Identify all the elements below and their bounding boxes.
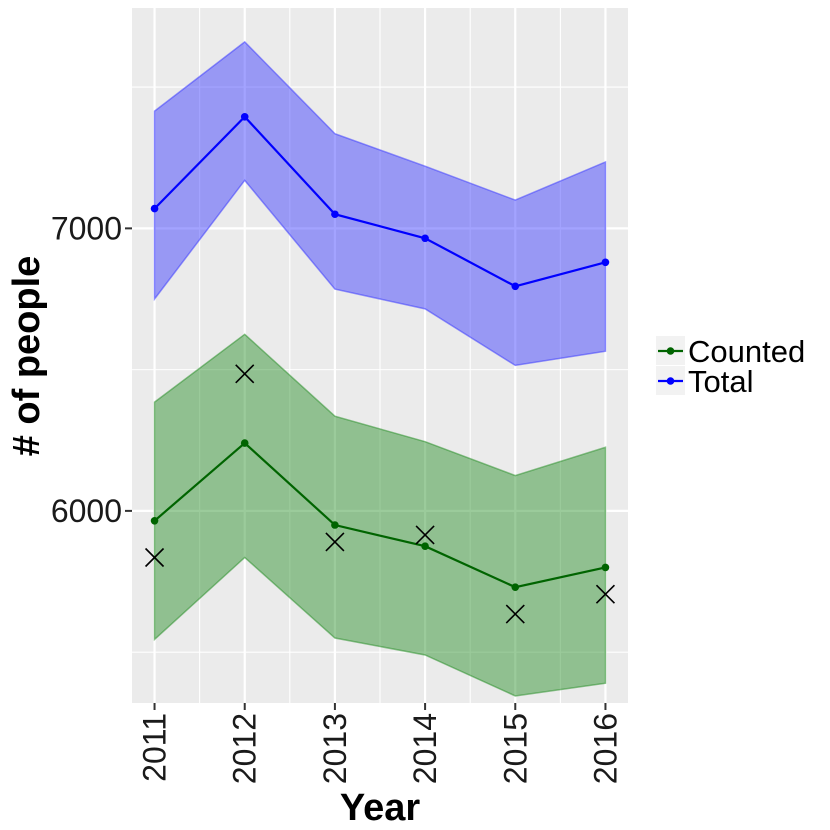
point-total xyxy=(331,210,339,219)
ribbon-counted xyxy=(153,333,607,697)
observed-marker-stroke xyxy=(505,604,525,624)
x-tick-label: 2016 xyxy=(587,713,623,784)
point-counted xyxy=(240,439,249,447)
observed-marker-stroke xyxy=(235,364,255,384)
observed-marker xyxy=(595,584,616,604)
observed-marker-stroke xyxy=(144,547,165,568)
x-axis-title: Year xyxy=(340,787,421,829)
x-tick-label: 2014 xyxy=(407,713,443,784)
observed-marker xyxy=(505,604,525,624)
series-points xyxy=(150,112,610,591)
observed-marker xyxy=(235,364,255,384)
y-axis: 6000 7000 xyxy=(51,210,132,529)
line-total xyxy=(153,115,606,288)
observed-markers xyxy=(144,364,616,624)
x-tick-label: 2013 xyxy=(317,713,353,784)
grid-minor xyxy=(132,8,628,703)
point-counted xyxy=(150,516,159,525)
observed-marker-stroke xyxy=(325,532,345,552)
legend-label: Total xyxy=(688,364,753,399)
point-total xyxy=(240,112,249,121)
point-counted xyxy=(331,521,339,529)
point-total xyxy=(511,282,520,291)
observed-marker xyxy=(144,547,165,568)
point-counted xyxy=(511,583,520,591)
observed-marker-stroke xyxy=(415,525,435,545)
series-lines xyxy=(153,115,606,589)
observed-marker xyxy=(325,532,345,552)
line-counted xyxy=(153,441,606,589)
x-tick-label: 2011 xyxy=(137,713,173,782)
point-total xyxy=(150,204,159,213)
ribbon-total xyxy=(153,40,607,367)
y-axis-title: # of people xyxy=(6,256,48,457)
legend-label: Counted xyxy=(688,334,805,369)
observed-marker xyxy=(415,525,435,545)
point-total xyxy=(601,258,610,267)
legend-item-total: Total xyxy=(656,364,753,399)
confidence-ribbons xyxy=(153,40,607,697)
point-counted xyxy=(421,542,429,551)
y-tick-label: 6000 xyxy=(51,493,122,529)
x-tick-label: 2015 xyxy=(497,713,533,784)
x-tick-label: 2012 xyxy=(227,713,263,784)
point-counted xyxy=(601,563,610,572)
x-axis: 2011 2012 2013 2014 2015 2016 xyxy=(137,703,623,784)
legend-item-counted: Counted xyxy=(656,334,805,369)
observed-marker-stroke xyxy=(595,584,616,604)
legend-point xyxy=(666,347,675,355)
y-tick-label: 7000 xyxy=(51,210,122,246)
legend-point xyxy=(666,377,675,385)
point-total xyxy=(421,234,429,243)
